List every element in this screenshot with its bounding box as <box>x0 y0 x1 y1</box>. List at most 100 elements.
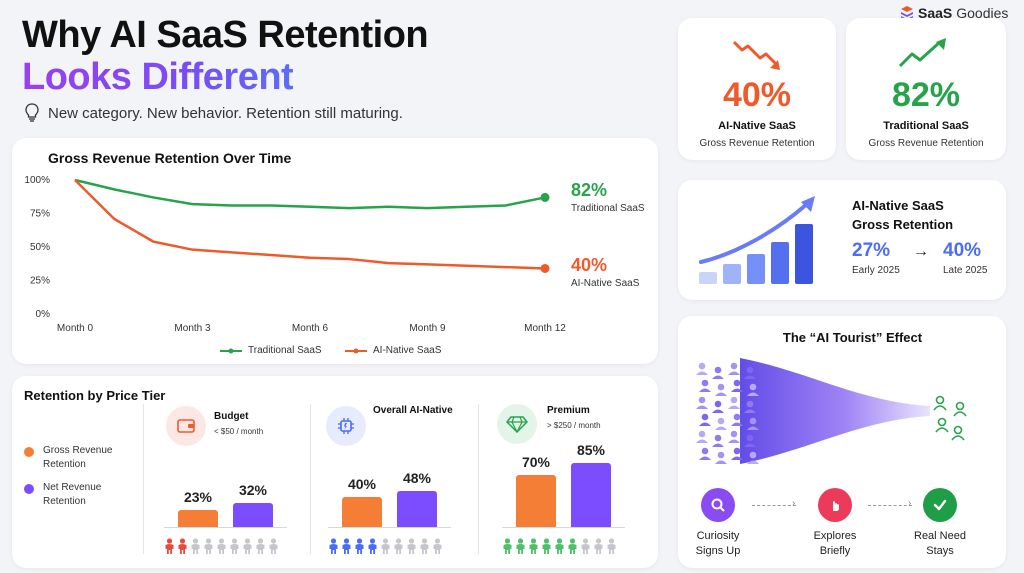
person-icon <box>503 538 512 554</box>
person-icon <box>230 538 239 554</box>
legend-gross-line1: Gross Revenue <box>43 445 113 456</box>
brand-name-bold: SaaS <box>918 5 953 21</box>
person-icon <box>269 538 278 554</box>
price-tier-title: Retention by Price Tier <box>24 388 166 403</box>
y-tick-label: 75% <box>30 209 50 220</box>
person-icon <box>581 538 590 554</box>
person-icon <box>935 417 949 433</box>
person-icon <box>951 425 965 441</box>
person-icon <box>529 538 538 554</box>
legend-traditional-label: Traditional SaaS <box>248 345 322 356</box>
person-icon <box>420 538 429 554</box>
person-icon <box>715 383 727 396</box>
bar-baseline <box>164 527 287 528</box>
people-row <box>164 538 279 554</box>
people-row <box>328 538 443 554</box>
legend-net-line2: Retention <box>43 496 86 507</box>
x-tick-label: Month 0 <box>57 323 94 334</box>
step-curiosity-line1: Curiosity <box>696 530 740 542</box>
gross-bar-label: 40% <box>347 476 377 492</box>
ai-end-name: AI-Native SaaS <box>571 278 640 289</box>
trend-up-icon <box>898 38 946 68</box>
kpi-traditional-sub: Gross Revenue Retention <box>868 138 984 149</box>
ai-end-value: 40% <box>571 255 608 275</box>
person-icon <box>568 538 577 554</box>
person-icon <box>217 538 226 554</box>
step-stays-label: Real Need Stays <box>895 529 985 559</box>
gross-bar <box>516 474 556 527</box>
step-explores-line2: Briefly <box>819 545 851 557</box>
kpi-traditional-value: 82% <box>891 76 961 114</box>
person-icon <box>712 434 724 447</box>
tier-divider <box>310 404 311 554</box>
bar-baseline <box>502 527 625 528</box>
step-explores-line1: Explores <box>813 530 857 542</box>
gross-bar <box>342 497 382 527</box>
kpi-ai-name: AI-Native SaaS <box>718 120 796 132</box>
lightbulb-icon <box>25 103 39 122</box>
page-title: Why AI SaaS Retention <box>22 14 429 56</box>
step-stays-line1: Real Need <box>914 530 966 542</box>
net-bar-label: 48% <box>402 470 432 486</box>
ai-tourist-title: The “AI Tourist” Effect <box>782 330 923 345</box>
person-icon <box>715 451 727 464</box>
person-icon <box>699 379 711 392</box>
person-icon <box>747 383 759 396</box>
person-icon <box>731 447 743 460</box>
step-stays-line2: Stays <box>926 545 954 557</box>
early-2025-label: Early 2025 <box>852 265 900 276</box>
person-icon <box>699 447 711 460</box>
person-icon <box>204 538 213 554</box>
legend-gross-revenue: Gross Revenue Retention <box>24 444 112 472</box>
person-icon <box>381 538 390 554</box>
person-icon <box>744 366 756 379</box>
legend-ai-native: AI-Native SaaS <box>345 345 441 356</box>
ai-native-end-point <box>540 263 550 273</box>
net-bar-label: 32% <box>238 482 268 498</box>
person-icon <box>933 395 947 411</box>
bar-baseline <box>328 527 451 528</box>
kpi-ai-value: 40% <box>722 76 792 114</box>
person-icon <box>329 538 338 554</box>
gross-bar-label: 23% <box>183 488 213 505</box>
traditional-series-line <box>74 178 546 210</box>
person-icon <box>747 417 759 430</box>
person-icon <box>542 538 551 554</box>
person-icon <box>256 538 265 554</box>
person-icon <box>516 538 525 554</box>
person-icon <box>699 413 711 426</box>
y-tick-label: 50% <box>30 242 50 253</box>
person-icon <box>696 362 708 375</box>
person-icon <box>342 538 351 554</box>
step-curiosity-label: Curiosity Signs Up <box>673 529 763 559</box>
arrow-right-icon: → <box>913 243 929 260</box>
step-arrow <box>752 505 796 506</box>
funnel-illustration <box>696 358 967 464</box>
check-step-icon <box>923 488 957 522</box>
step-arrow <box>868 505 912 506</box>
person-icon <box>715 417 727 430</box>
chip-icon <box>326 406 366 446</box>
person-icon <box>728 430 740 443</box>
net-bar <box>233 503 273 527</box>
legend-net-dot <box>24 484 34 494</box>
people-row <box>502 538 617 554</box>
x-tick-label: Month 6 <box>292 323 329 334</box>
x-tick-label: Month 3 <box>174 323 211 334</box>
legend-traditional: Traditional SaaS <box>220 345 322 356</box>
diamond-icon <box>497 404 537 444</box>
kpi-card-traditional <box>846 18 1006 160</box>
tier-overall-name: Overall AI-Native <box>373 405 453 416</box>
net-bar <box>571 463 611 527</box>
person-icon <box>433 538 442 554</box>
kpi-traditional-name: Traditional SaaS <box>883 120 969 132</box>
step-explores-label: Explores Briefly <box>790 529 880 559</box>
x-tick-label: Month 9 <box>409 323 446 334</box>
arrow-head-icon: › <box>792 498 796 509</box>
early-2025-value: 27% <box>852 240 891 261</box>
tier-premium-name: Premium <box>547 405 590 416</box>
late-2025-label: Late 2025 <box>943 265 988 276</box>
wallet-icon <box>166 406 206 446</box>
traditional-end-name: Traditional SaaS <box>571 203 645 214</box>
kpi-ai-sub: Gross Revenue Retention <box>699 138 815 149</box>
